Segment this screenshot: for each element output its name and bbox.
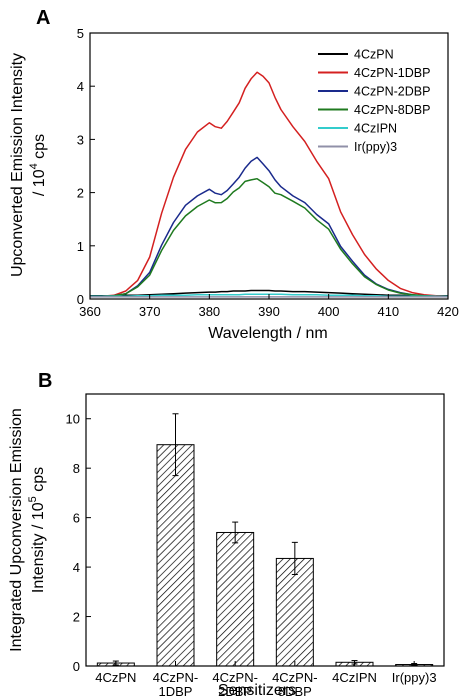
series-line-4czpn-2dbp — [90, 156, 448, 298]
panel-b: B Integrated Upconversion Emission Inten… — [8, 370, 445, 699]
panel-b-label: B — [38, 370, 52, 392]
bar-4czpn-1dbp — [156, 444, 195, 667]
legend-label: 4CzIPN — [354, 122, 397, 136]
panel-a-ylabel-line1: Upconverted Emission Intensity — [9, 53, 26, 277]
panel-a-ylabel-exp: 4 — [28, 163, 40, 169]
panel-b-ylabel-suffix: cps — [30, 467, 47, 496]
panel-b-category-label: 4CzPN- — [212, 670, 258, 685]
legend-label: 4CzPN-2DBP — [354, 85, 430, 99]
panel-a-label: A — [36, 7, 50, 29]
panel-a-ytick-label: 0 — [77, 292, 84, 307]
panel-b-ylabel-line1: Integrated Upconversion Emission — [8, 408, 25, 652]
panel-a-ylabel-prefix: / 10 — [31, 169, 48, 196]
panel-b-category-label: 4CzPN- — [153, 670, 199, 685]
panel-a-ytick-label: 3 — [77, 132, 84, 147]
bar-4czpn-8dbp — [275, 557, 314, 667]
panel-b-ylabel-line2: Intensity / 105 cps — [27, 467, 47, 593]
panel-b-category-label: 8DBP — [278, 684, 312, 699]
panel-a-ytick-label: 1 — [77, 239, 84, 254]
panel-a: A Upconverted Emission Intensity / 104 c… — [9, 7, 459, 342]
panel-a-xtick-label: 390 — [258, 304, 280, 319]
panel-b-category-label: Ir(ppy)3 — [392, 670, 437, 685]
panel-a-ylabel-suffix: cps — [31, 134, 48, 163]
panel-a-ytick-label: 5 — [77, 26, 84, 41]
panel-b-category-label: 2DBP — [218, 684, 252, 699]
panel-a-xtick-label: 420 — [437, 304, 459, 319]
panel-b-ylabel-exp: 5 — [27, 496, 39, 502]
panel-b-category-label: 4CzPN- — [272, 670, 318, 685]
panel-a-xtick-label: 410 — [377, 304, 399, 319]
panel-a-ytick-label: 2 — [77, 186, 84, 201]
panel-b-ytick-label: 2 — [73, 610, 80, 625]
panel-b-ytick-label: 0 — [73, 659, 80, 674]
legend-label: Ir(ppy)3 — [354, 140, 397, 154]
panel-a-xlabel: Wavelength / nm — [208, 325, 327, 342]
bar-4czpn-2dbp — [216, 531, 255, 667]
panel-b-ytick-label: 8 — [73, 461, 80, 476]
panel-b-category-label: 1DBP — [159, 684, 193, 699]
legend-label: 4CzPN-8DBP — [354, 103, 430, 117]
panel-b-ytick-label: 6 — [73, 511, 80, 526]
series-line-4czpn — [90, 289, 448, 297]
panel-b-category-label: 4CzIPN — [332, 670, 377, 685]
series-line-4czipn — [90, 293, 448, 298]
panel-b-ylabel-prefix: Intensity / 10 — [30, 502, 47, 593]
panel-a-ylabel-line2: / 104 cps — [28, 134, 48, 196]
panel-a-legend: 4CzPN 4CzPN-1DBP 4CzPN-2DBP 4CzPN-8DBP 4CzIP… — [318, 48, 430, 154]
series-line-4czpn-8dbp — [90, 177, 448, 298]
panel-b-xlabel: Sensitizers — [218, 682, 296, 699]
panel-a-ytick-label: 4 — [77, 79, 84, 94]
series-line-4czpn-1dbp — [90, 71, 449, 298]
panel-a-xtick-label: 380 — [198, 304, 220, 319]
panel-b-frame — [85, 393, 445, 667]
panel-a-xtick-label: 360 — [79, 304, 101, 319]
panel-a-xtick-label: 370 — [139, 304, 161, 319]
panel-a-xtick-label: 400 — [318, 304, 340, 319]
legend-label: 4CzPN — [354, 48, 394, 62]
legend-label: 4CzPN-1DBP — [354, 66, 430, 80]
panel-b-ytick-label: 4 — [73, 560, 80, 575]
panel-b-category-label: 4CzPN — [95, 670, 136, 685]
panel-b-ytick-label: 10 — [66, 412, 80, 427]
